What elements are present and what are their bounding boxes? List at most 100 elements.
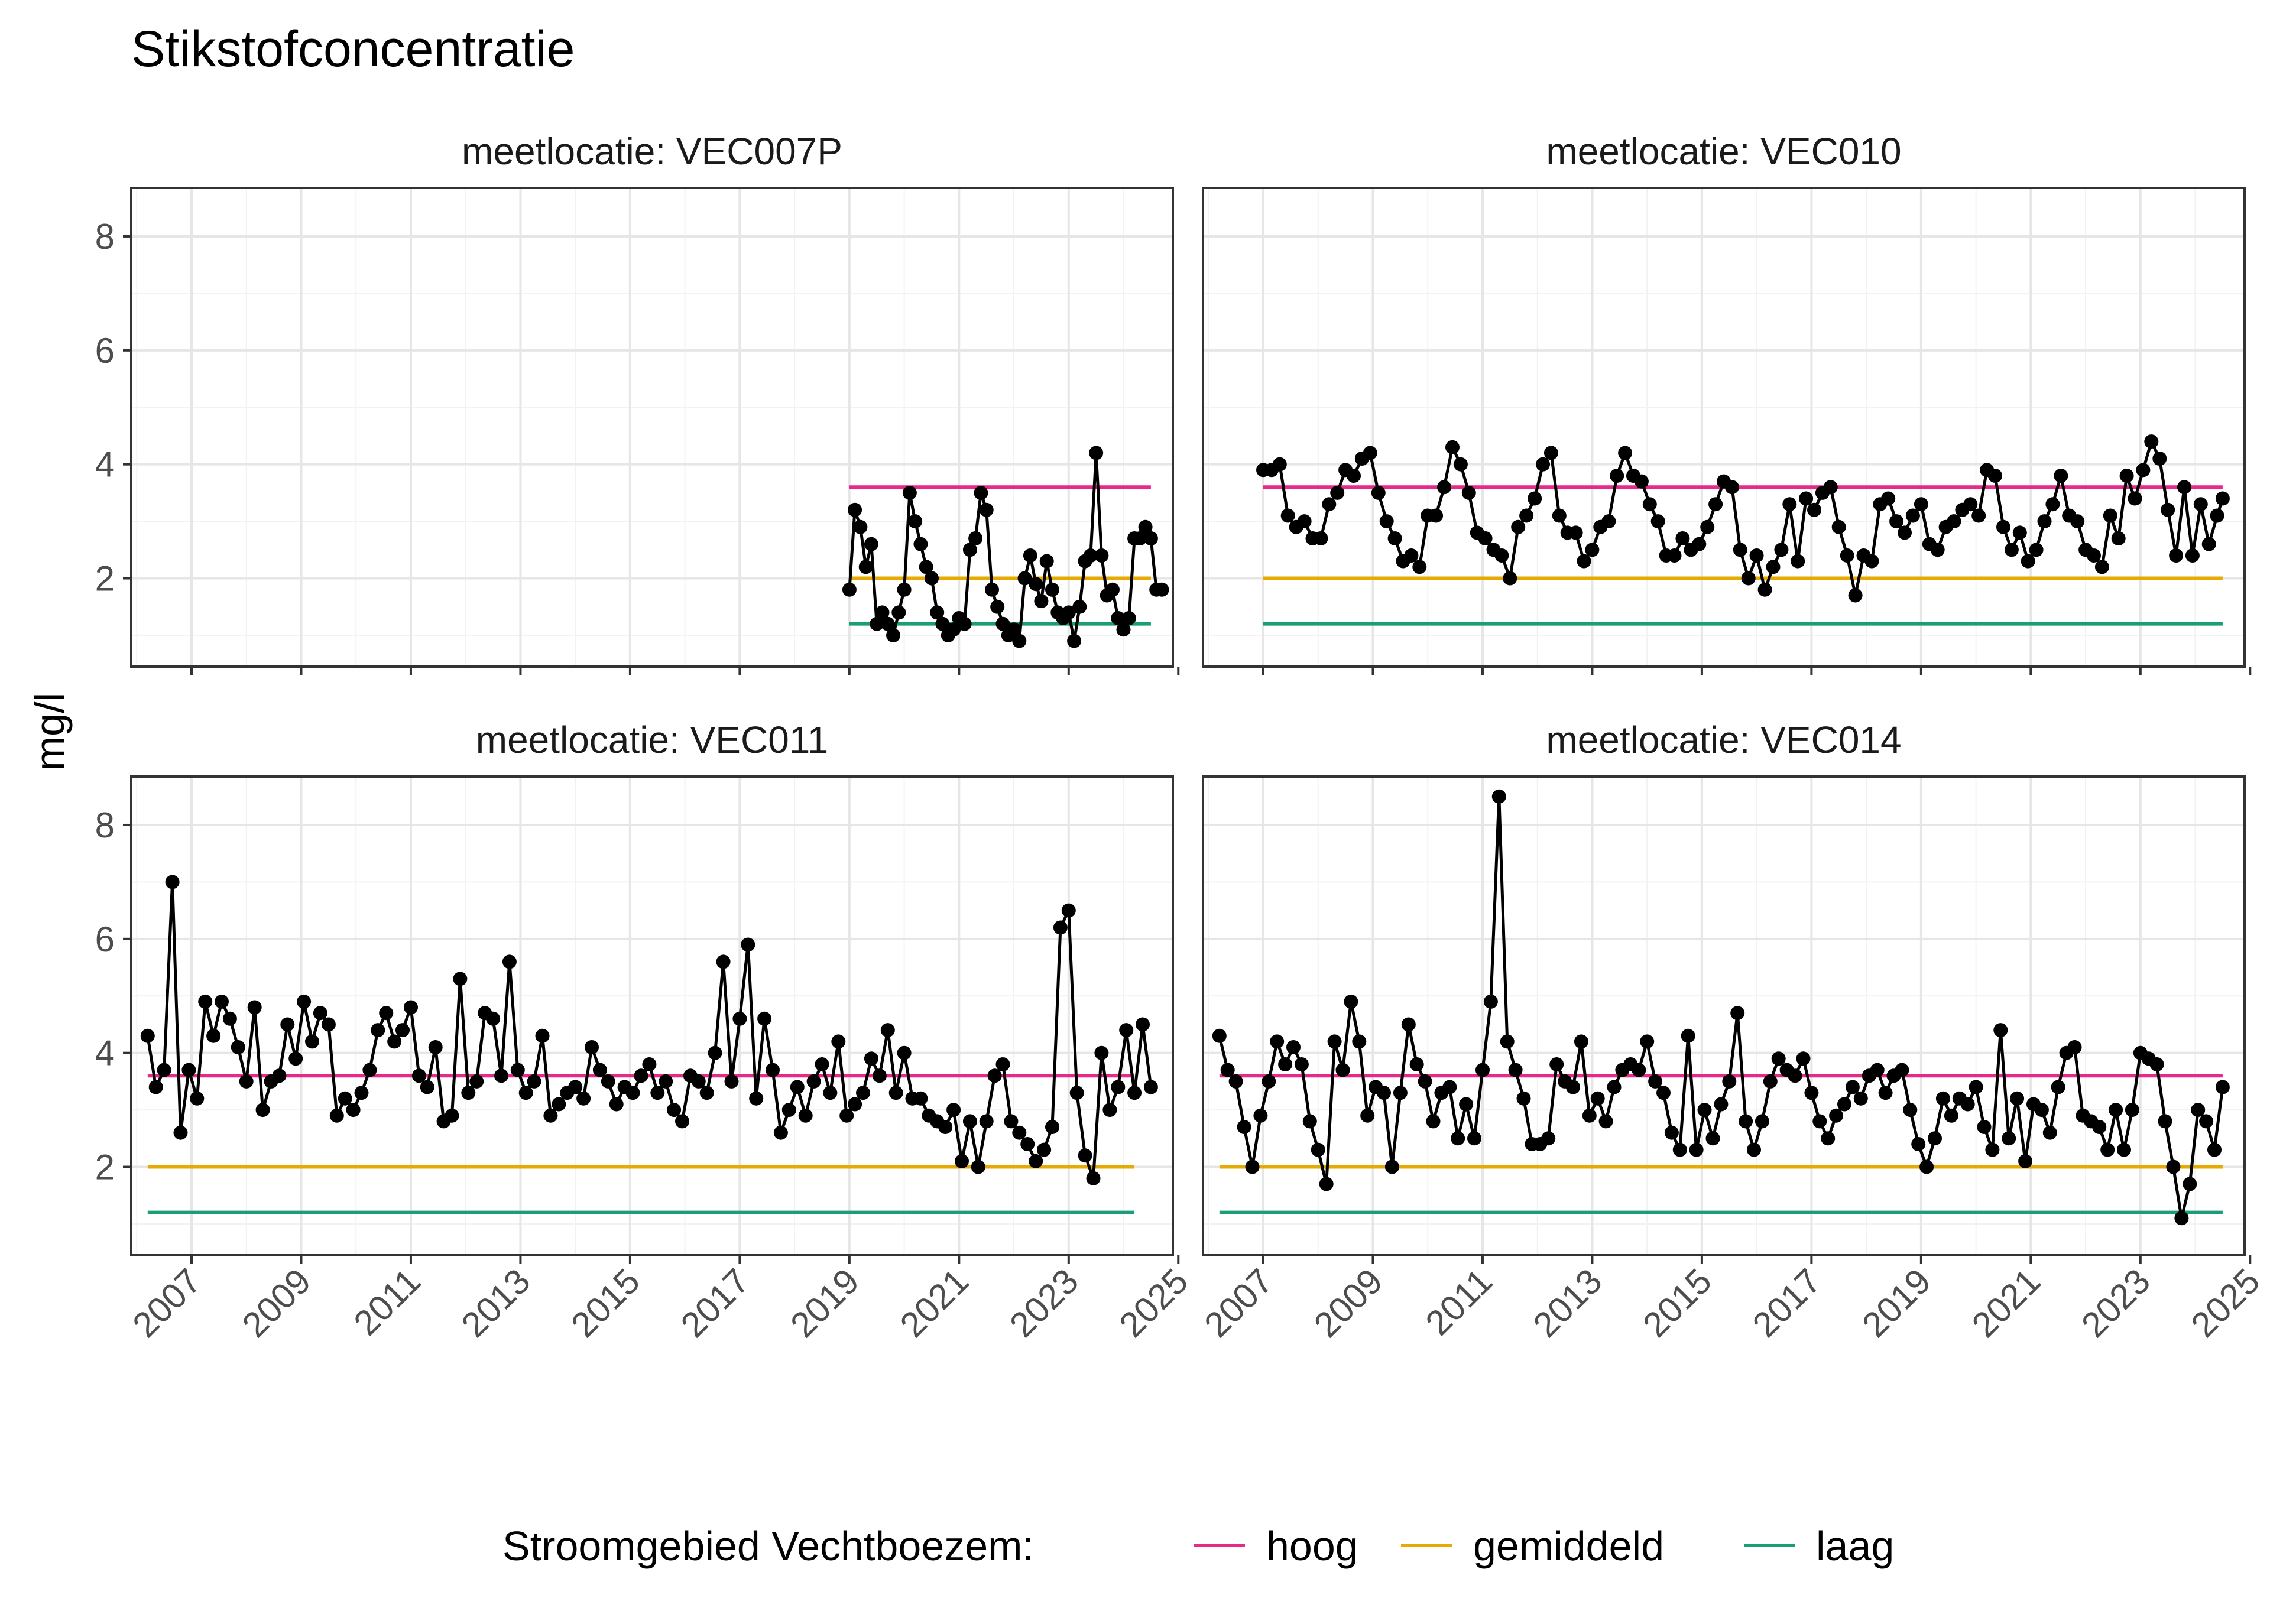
x-tick-label: 2009: [235, 1261, 319, 1345]
data-point: [1437, 480, 1451, 495]
data-point: [1319, 1177, 1334, 1191]
data-point: [494, 1068, 508, 1083]
legend-items: hoog gemiddeld laag: [1194, 1523, 1894, 1569]
data-point: [387, 1034, 402, 1049]
data-point: [773, 1125, 788, 1140]
data-point: [1714, 1097, 1729, 1112]
data-point: [404, 1000, 418, 1015]
data-point: [140, 1028, 155, 1043]
data-point: [535, 1028, 550, 1043]
data-point: [902, 485, 917, 500]
data-point: [1821, 1131, 1836, 1146]
data-point: [1733, 543, 1747, 557]
data-point: [2210, 508, 2224, 523]
data-point: [1053, 920, 1068, 935]
data-point: [930, 605, 945, 620]
data-point: [305, 1034, 319, 1049]
data-point: [1977, 1120, 1992, 1134]
data-point: [181, 1063, 196, 1077]
legend: Stroomgebied Vechtboezem: hoog gemiddeld l…: [502, 1523, 1894, 1569]
data-point: [979, 1114, 994, 1129]
data-point: [1461, 485, 1476, 500]
data-point: [925, 571, 939, 586]
data-point: [1133, 531, 1147, 545]
data-point: [1930, 543, 1945, 557]
data-point: [1278, 1057, 1293, 1071]
data-point: [1664, 1125, 1679, 1140]
data-point: [1302, 1114, 1317, 1129]
data-point: [625, 1086, 640, 1100]
data-point: [1747, 1142, 1761, 1157]
data-point: [1409, 1057, 1424, 1071]
data-point: [856, 1086, 870, 1100]
data-point: [255, 1103, 270, 1118]
data-point: [1127, 1086, 1142, 1100]
data-point: [1467, 1131, 1481, 1146]
data-point: [946, 1103, 961, 1118]
data-point: [1632, 1063, 1646, 1077]
data-point: [1853, 1091, 1868, 1106]
data-point: [848, 1097, 862, 1112]
data-point: [1094, 1045, 1109, 1060]
x-tick-label: 2015: [1635, 1261, 1719, 1345]
data-point: [198, 994, 213, 1009]
data-point: [1774, 543, 1789, 557]
data-point: [1566, 1080, 1580, 1094]
data-point: [1034, 594, 1049, 609]
data-point: [1634, 474, 1649, 489]
data-point: [395, 1023, 410, 1038]
data-point: [1384, 1159, 1399, 1174]
data-point: [987, 1068, 1002, 1083]
data-points: [1256, 434, 2230, 603]
legend-item-gemiddeld: gemiddeld: [1401, 1523, 1664, 1569]
data-point: [1119, 1023, 1134, 1038]
data-point: [1314, 531, 1328, 545]
data-point: [757, 1011, 772, 1026]
data-point: [2037, 514, 2052, 529]
data-point: [790, 1080, 805, 1094]
data-point: [864, 1051, 878, 1066]
data-point: [1585, 543, 1600, 557]
x-tick-label: 2019: [1854, 1261, 1938, 1345]
data-point: [888, 1086, 903, 1100]
data-point: [1796, 1051, 1811, 1066]
legend-label-laag: laag: [1816, 1523, 1894, 1569]
data-point: [346, 1103, 361, 1118]
data-point: [848, 502, 862, 517]
data-point: [1898, 525, 1912, 540]
data-point: [1993, 1023, 2008, 1038]
data-point: [1017, 571, 1032, 586]
panel-border: [130, 775, 1174, 1256]
x-tick-label: 2017: [673, 1261, 757, 1345]
data-point: [1335, 1063, 1350, 1077]
data-point: [585, 1040, 599, 1054]
data-point: [1494, 548, 1509, 563]
panel-strip-label: meetlocatie: VEC007P: [462, 130, 842, 173]
y-tick-label: 6: [95, 331, 115, 371]
gridlines: [131, 777, 1173, 1255]
gridlines: [131, 188, 1173, 667]
x-tick-label: 2007: [1196, 1261, 1280, 1345]
data-point: [1985, 1142, 2000, 1157]
data-point: [2201, 537, 2216, 551]
panel-border: [130, 187, 1174, 668]
data-point: [1228, 1074, 1243, 1089]
data-point: [870, 616, 884, 631]
panel-strip-label: meetlocatie: VEC014: [1546, 719, 1901, 761]
data-point: [708, 1045, 722, 1060]
data-point: [1253, 1108, 1268, 1123]
data-point: [2166, 1159, 2181, 1174]
data-point: [1418, 1074, 1432, 1089]
data-point: [1640, 1034, 1655, 1049]
data-point: [1568, 525, 1583, 540]
data-point: [974, 485, 988, 500]
data-point: [1947, 514, 1961, 529]
data-point: [2018, 1154, 2033, 1168]
x-tick-label: 2015: [563, 1261, 647, 1345]
data-point: [1393, 1086, 1408, 1100]
data-point: [2149, 1057, 2164, 1071]
data-point: [1845, 1080, 1860, 1094]
data-point: [1903, 1103, 1918, 1118]
data-point: [2193, 497, 2208, 512]
data-point: [1012, 1125, 1027, 1140]
